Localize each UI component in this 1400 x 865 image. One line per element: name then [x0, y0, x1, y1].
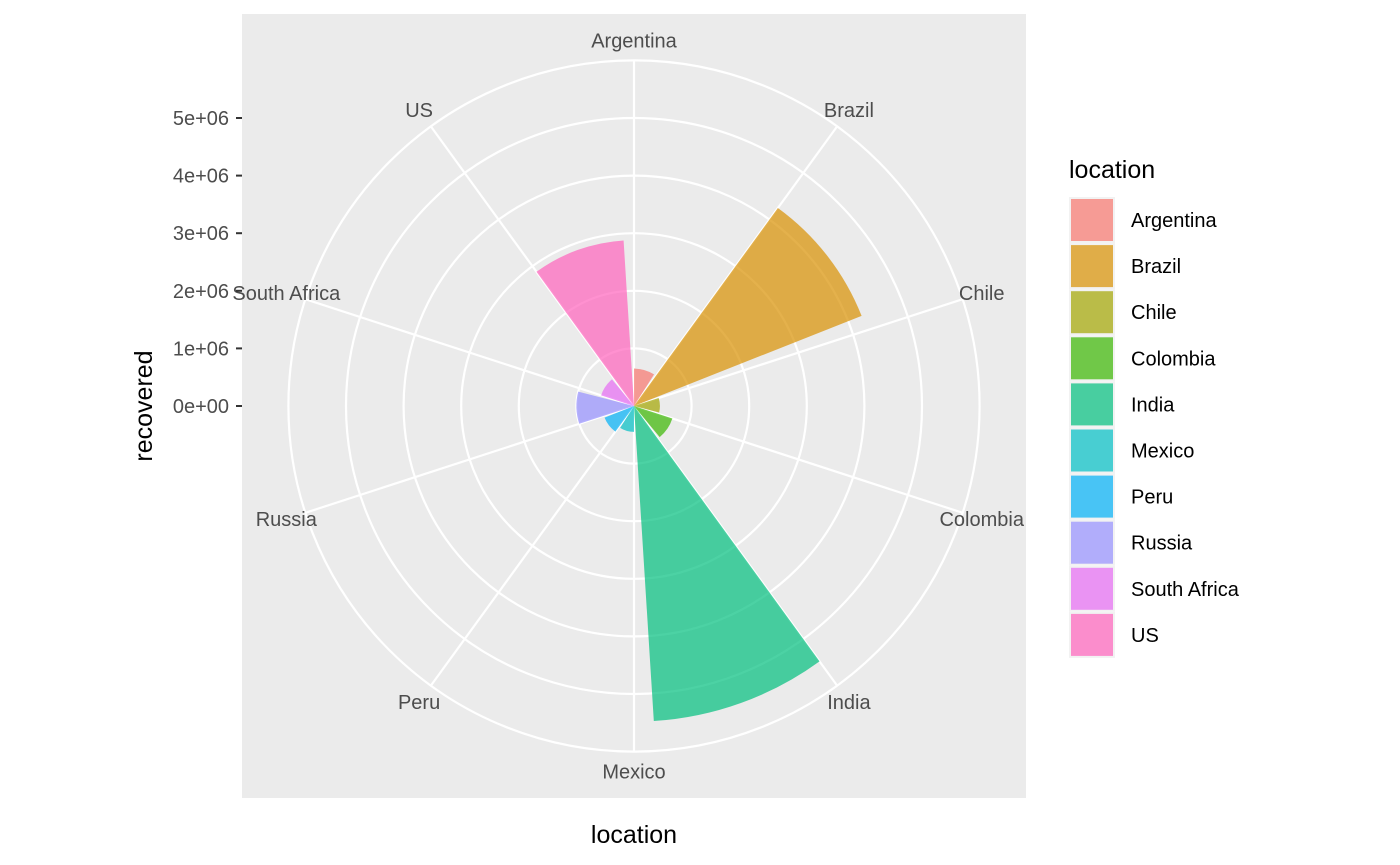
category-labels: Argentina Brazil Chile Colombia India Mexico P…	[232, 30, 1024, 783]
bar-colombia	[634, 406, 673, 438]
y-tick-label: 2e+06	[173, 281, 229, 303]
legend-swatch	[1071, 567, 1113, 610]
legend-label: US	[1131, 625, 1159, 647]
legend-swatch	[1071, 383, 1113, 426]
legend-swatch	[1071, 475, 1113, 518]
legend: location Argentina Brazil Chile Colombia Ind…	[1069, 156, 1240, 658]
y-tick-label: 1e+06	[173, 338, 229, 360]
legend-label: Peru	[1131, 487, 1173, 509]
legend-swatch	[1071, 199, 1113, 241]
legend-label: South Africa	[1131, 579, 1240, 601]
legend-swatch	[1071, 613, 1113, 656]
category-label: India	[827, 692, 871, 714]
legend-label: Chile	[1131, 302, 1177, 324]
grid-spoke	[633, 405, 839, 687]
legend-label: Argentina	[1131, 210, 1217, 232]
y-tick-label: 5e+06	[173, 108, 229, 130]
bar-chile	[634, 397, 660, 413]
category-label: South Africa	[232, 283, 341, 305]
grid-spoke	[633, 404, 964, 514]
y-tick-label: 0e+00	[173, 396, 229, 418]
legend-label: Colombia	[1131, 348, 1216, 370]
y-tick-label: 3e+06	[173, 223, 229, 245]
bar-india	[634, 406, 820, 722]
legend-title: location	[1069, 156, 1155, 184]
bar-peru	[604, 406, 634, 432]
bar-russia	[576, 391, 634, 424]
legend-swatch	[1071, 429, 1113, 472]
y-axis-title: recovered	[130, 350, 158, 461]
category-label: Argentina	[591, 30, 677, 52]
y-axis: 0e+00 1e+06 2e+06 3e+06 4e+06 5e+06	[173, 108, 242, 418]
category-label: Peru	[398, 692, 440, 714]
category-label: Brazil	[824, 100, 874, 122]
bar-brazil	[634, 207, 862, 406]
legend-label: Russia	[1131, 533, 1193, 555]
legend-swatch	[1071, 291, 1113, 334]
y-tick-label: 4e+06	[173, 166, 229, 188]
grid-spoke	[429, 405, 635, 687]
bars	[536, 207, 862, 722]
bar-mexico	[620, 406, 634, 432]
legend-label: Mexico	[1131, 441, 1194, 463]
grid-spoke	[429, 125, 635, 407]
category-label: Colombia	[939, 509, 1024, 531]
bar-us	[536, 240, 634, 406]
bar-argentina	[634, 368, 655, 406]
legend-swatch	[1071, 337, 1113, 380]
legend-label: India	[1131, 394, 1175, 416]
category-label: US	[405, 100, 433, 122]
legend-swatch	[1071, 521, 1113, 564]
grid-spoke	[304, 298, 635, 408]
grid-spoke	[633, 298, 964, 408]
x-axis-title: location	[591, 821, 677, 849]
category-label: Russia	[256, 509, 318, 531]
category-label: Mexico	[602, 762, 665, 784]
bar-south-africa	[601, 379, 634, 406]
legend-swatch	[1071, 245, 1113, 288]
legend-label: Brazil	[1131, 256, 1181, 278]
category-label: Chile	[959, 283, 1005, 305]
